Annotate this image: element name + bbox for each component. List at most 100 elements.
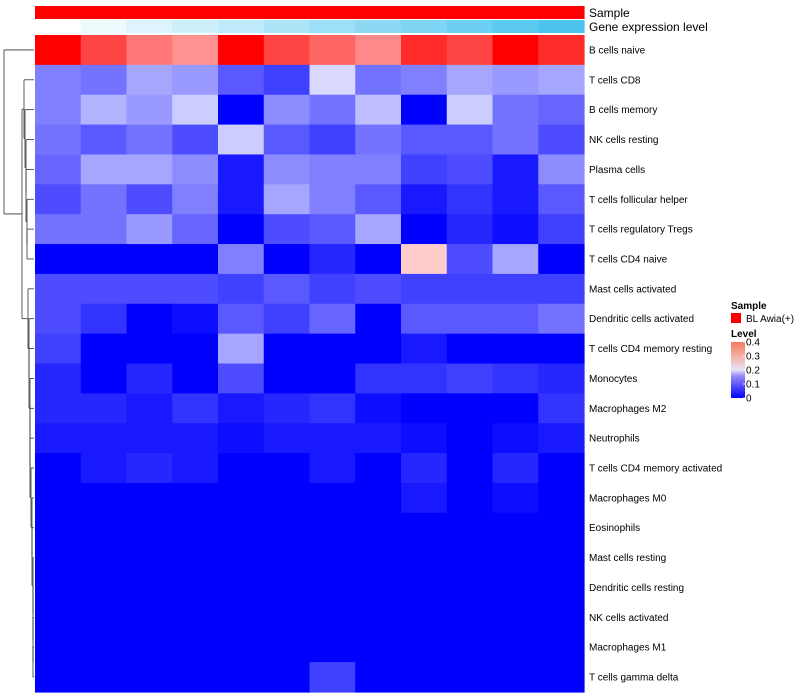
heatmap-cell — [80, 393, 128, 424]
heatmap-cell — [263, 572, 311, 604]
heatmap-cell — [35, 363, 82, 394]
annotation-sample-cell — [309, 6, 356, 19]
heatmap-cell — [126, 303, 173, 335]
annotation-level-cell — [446, 20, 494, 33]
heatmap-cells — [35, 35, 585, 693]
heatmap-cell — [263, 632, 311, 663]
heatmap-cell — [172, 512, 219, 544]
heatmap-cell — [492, 393, 539, 424]
heatmap-cell — [538, 184, 585, 215]
annotation-level-cell — [355, 20, 402, 33]
heatmap-cell — [172, 602, 219, 633]
heatmap-cell — [126, 632, 173, 663]
heatmap-cell — [172, 244, 219, 275]
heatmap-cell — [218, 333, 265, 365]
heatmap-cell — [218, 124, 265, 156]
heatmap-cell — [80, 184, 128, 215]
heatmap-cell — [401, 244, 448, 275]
heatmap-cell — [401, 423, 448, 454]
heatmap-cell — [309, 273, 356, 305]
heatmap-cell — [446, 124, 494, 156]
heatmap-cell — [172, 35, 219, 66]
heatmap-cell — [401, 214, 448, 245]
heatmap-cell — [172, 453, 219, 484]
heatmap-cell — [80, 303, 128, 335]
heatmap-cell — [355, 423, 402, 454]
heatmap-cell — [35, 453, 82, 484]
heatmap-cell — [492, 154, 539, 185]
annotation-level-cell — [492, 20, 539, 33]
legend-tick-label: 0 — [746, 394, 752, 405]
heatmap-cell — [355, 542, 402, 574]
heatmap-cell — [35, 64, 82, 96]
heatmap-cell — [401, 482, 448, 514]
heatmap-cell — [35, 482, 82, 514]
heatmap-cell — [80, 363, 128, 394]
heatmap-cell — [446, 572, 494, 604]
heatmap-cell — [172, 303, 219, 335]
heatmap-cell — [80, 214, 128, 245]
row-label: T cells regulatory Tregs — [589, 225, 693, 236]
heatmap-cell — [263, 602, 311, 633]
heatmap-cell — [80, 273, 128, 305]
heatmap-cell — [309, 244, 356, 275]
heatmap-cell — [446, 453, 494, 484]
heatmap-cell — [492, 35, 539, 66]
row-label: Macrophages M2 — [589, 404, 667, 415]
heatmap-cell — [126, 94, 173, 126]
heatmap-cell — [263, 453, 311, 484]
heatmap-cell — [35, 602, 82, 633]
heatmap-cell — [126, 273, 173, 305]
annotation-sample-cell — [218, 6, 265, 19]
heatmap-cell — [355, 214, 402, 245]
heatmap-cell — [401, 453, 448, 484]
heatmap-cell — [172, 214, 219, 245]
heatmap-cell — [126, 363, 173, 394]
heatmap-cell — [355, 124, 402, 156]
row-label: B cells naive — [589, 45, 646, 56]
heatmap-cell — [492, 333, 539, 365]
heatmap-cell — [446, 333, 494, 365]
heatmap-cell — [538, 333, 585, 365]
heatmap-cell — [401, 512, 448, 544]
heatmap-cell — [218, 303, 265, 335]
row-label: Eosinophils — [589, 523, 640, 534]
heatmap-cell — [538, 572, 585, 604]
heatmap-cell — [126, 482, 173, 514]
heatmap-cell — [309, 423, 356, 454]
heatmap-cell — [492, 423, 539, 454]
annotation-sample-cell — [35, 6, 82, 19]
annotation-sample-cell — [172, 6, 219, 19]
heatmap-cell — [35, 423, 82, 454]
heatmap-cell — [446, 482, 494, 514]
heatmap-cell — [446, 184, 494, 215]
heatmap-cell — [538, 124, 585, 156]
heatmap-cell — [401, 154, 448, 185]
heatmap-cell — [218, 482, 265, 514]
heatmap-cell — [492, 542, 539, 574]
heatmap-cell — [218, 632, 265, 663]
legend-sample-title: Sample — [731, 301, 767, 312]
heatmap-cell — [446, 273, 494, 305]
heatmap-cell — [218, 214, 265, 245]
heatmap-cell — [538, 273, 585, 305]
heatmap-cell — [355, 64, 402, 96]
annotation-sample-cell — [126, 6, 173, 19]
heatmap-cell — [446, 423, 494, 454]
heatmap-cell — [492, 303, 539, 335]
heatmap-cell — [263, 64, 311, 96]
heatmap-cell — [80, 662, 128, 693]
heatmap-cell — [126, 35, 173, 66]
heatmap-cell — [401, 602, 448, 633]
heatmap-cell — [538, 453, 585, 484]
heatmap-cell — [126, 154, 173, 185]
heatmap-cell — [538, 602, 585, 633]
heatmap-cell — [126, 662, 173, 693]
heatmap-cell — [492, 453, 539, 484]
heatmap-cell — [401, 393, 448, 424]
row-label: Dendritic cells activated — [589, 314, 694, 325]
heatmap-cell — [401, 184, 448, 215]
heatmap-cell — [35, 303, 82, 335]
annotation-sample-cell — [80, 6, 128, 19]
